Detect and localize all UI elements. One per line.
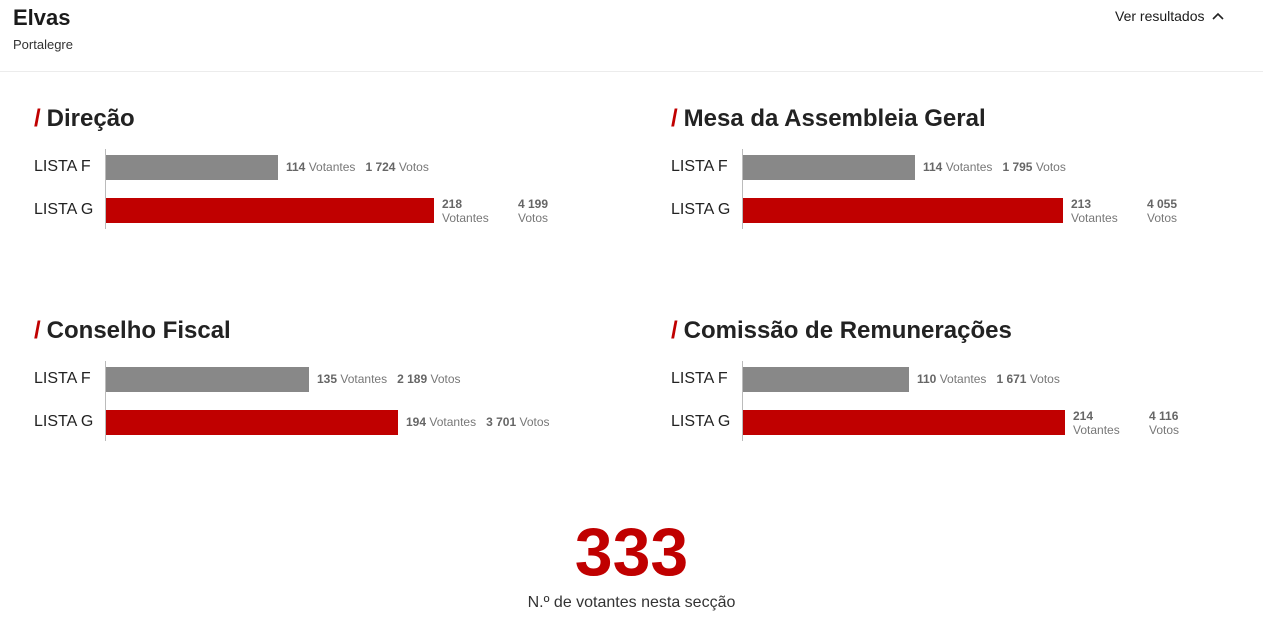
category-label: LISTA F — [671, 158, 728, 175]
place-name: Elvas — [13, 5, 71, 30]
votos-value: 1 724 — [365, 160, 396, 174]
value-label: 135 Votantes 2 189 Votos — [317, 372, 461, 386]
votantes-value: 114 — [286, 160, 306, 174]
bar-lista-f — [743, 155, 915, 180]
bar-lista-g — [743, 198, 1063, 223]
chart-axis-line — [105, 361, 106, 441]
chart-axis-line — [105, 149, 106, 229]
votantes-label: 213 Votantes — [1071, 197, 1118, 225]
value-label: 110 Votantes 1 671 Votos — [917, 372, 1060, 386]
district-name: Portalegre — [13, 37, 73, 52]
votos-unit: Votos — [430, 372, 461, 386]
total-voters-label: N.º de votantes nesta secção — [527, 594, 736, 611]
votos-value: 4 055 — [1147, 197, 1178, 211]
votos-unit: Votos — [518, 211, 549, 225]
title-slash: / — [34, 105, 41, 132]
votantes-unit: Votantes — [1071, 211, 1118, 225]
value-label: 194 Votantes 3 701 Votos — [406, 415, 550, 429]
votos-unit: Votos — [1147, 211, 1178, 225]
votantes-unit: Votantes — [308, 160, 356, 174]
category-label: LISTA G — [34, 413, 94, 430]
votos-unit: Votos — [398, 160, 429, 174]
chart-title-text: Conselho Fiscal — [46, 317, 231, 344]
bar-lista-f — [106, 155, 278, 180]
votantes-unit: Votantes — [340, 372, 388, 386]
chart-title: / Mesa da Assembleia Geral — [671, 105, 986, 133]
votantes-value: 213 — [1071, 197, 1092, 211]
votos-unit: Votos — [1035, 160, 1066, 174]
category-label: LISTA G — [34, 201, 94, 218]
category-label: LISTA F — [34, 158, 91, 175]
votantes-unit: Votantes — [945, 160, 993, 174]
chart-title: / Comissão de Remunerações — [671, 317, 1012, 345]
chart-axis-line — [742, 361, 743, 441]
category-label: LISTA G — [671, 201, 731, 218]
title-slash: / — [671, 317, 678, 344]
bar-lista-f — [743, 367, 909, 392]
votantes-value: 110 — [917, 372, 937, 386]
votantes-value: 135 — [317, 372, 338, 386]
chart-title-text: Mesa da Assembleia Geral — [683, 105, 986, 132]
votos-unit: Votos — [1149, 423, 1180, 437]
view-results-label: Ver resultados — [1115, 8, 1205, 24]
category-label: LISTA F — [671, 370, 728, 387]
votantes-value: 218 — [442, 197, 463, 211]
votos-value: 1 795 — [1002, 160, 1033, 174]
votos-value: 2 189 — [397, 372, 428, 386]
chart-title-text: Direção — [46, 105, 135, 132]
votos-value: 4 116 — [1149, 409, 1179, 423]
total-voters-value: 333 — [574, 514, 689, 590]
category-label: LISTA G — [671, 413, 731, 430]
chart-title-text: Comissão de Remunerações — [683, 317, 1012, 344]
votantes-value: 214 — [1073, 409, 1094, 423]
votantes-label: 218 Votantes — [442, 197, 489, 225]
title-slash: / — [34, 317, 41, 344]
chevron-up-icon — [1211, 9, 1225, 23]
value-label: 114 Votantes 1 724 Votos — [286, 160, 429, 174]
results-header: Elvas Portalegre Ver resultados — [0, 0, 1263, 72]
chart-panel: / Direção LISTA F 114 Votantes 1 724 Votos L… — [34, 105, 634, 255]
votos-label: 4 116 Votos — [1149, 409, 1179, 437]
chart-panel: / Conselho Fiscal LISTA F 135 Votantes 2 18… — [34, 317, 634, 467]
votantes-value: 194 — [406, 415, 427, 429]
chart-panel: / Mesa da Assembleia Geral LISTA F 114 Vota… — [671, 105, 1263, 255]
chart-title: / Direção — [34, 105, 135, 133]
votantes-value: 114 — [923, 160, 943, 174]
votos-label: 4 055 Votos — [1147, 197, 1177, 225]
chart-title: / Conselho Fiscal — [34, 317, 231, 345]
votos-value: 4 199 — [518, 197, 549, 211]
bar-lista-g — [106, 198, 434, 223]
votantes-unit: Votantes — [429, 415, 477, 429]
votantes-unit: Votantes — [939, 372, 987, 386]
title-slash: / — [671, 105, 678, 132]
chart-axis-line — [742, 149, 743, 229]
value-label: 114 Votantes 1 795 Votos — [923, 160, 1066, 174]
votos-label: 4 199 Votos — [518, 197, 548, 225]
votos-value: 3 701 — [486, 415, 517, 429]
category-label: LISTA F — [34, 370, 91, 387]
bar-lista-g — [106, 410, 398, 435]
votantes-unit: Votantes — [1073, 423, 1120, 437]
votos-unit: Votos — [1029, 372, 1060, 386]
votos-unit: Votos — [519, 415, 550, 429]
chart-panel: / Comissão de Remunerações LISTA F 110 Vota… — [671, 317, 1263, 467]
bar-lista-g — [743, 410, 1065, 435]
votos-value: 1 671 — [996, 372, 1027, 386]
view-results-toggle[interactable]: Ver resultados — [1115, 8, 1225, 24]
votantes-label: 214 Votantes — [1073, 409, 1120, 437]
votantes-unit: Votantes — [442, 211, 489, 225]
bar-lista-f — [106, 367, 309, 392]
